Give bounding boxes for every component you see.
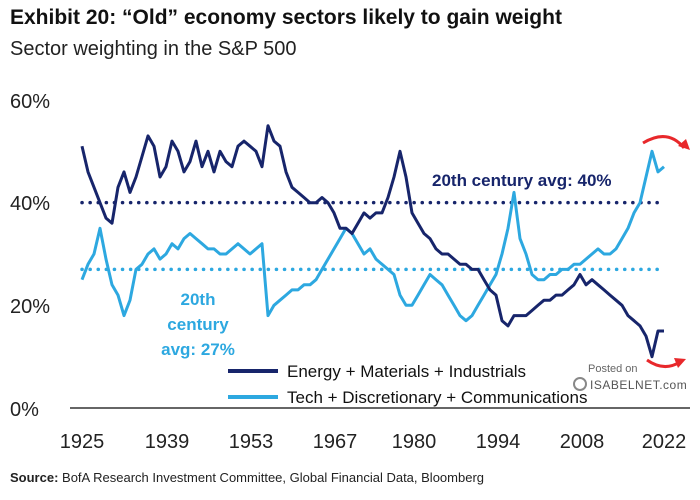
- arrowhead-down-icon: [674, 358, 686, 368]
- annotation-avg-27-line3: avg: 27%: [161, 340, 235, 359]
- chart-subtitle: Sector weighting in the S&P 500: [10, 38, 297, 60]
- annotation-avg-27-line1: 20th: [181, 290, 216, 309]
- y-tick-label: 40%: [10, 193, 50, 215]
- watermark-logo-icon: [573, 377, 587, 391]
- annotation-avg-40: 20th century avg: 40%: [432, 171, 612, 190]
- source-label: Source:: [10, 470, 59, 485]
- x-tick-label: 2008: [560, 431, 605, 453]
- watermark-site: ISABELNET.com: [590, 378, 687, 392]
- x-tick-label: 1980: [392, 431, 437, 453]
- arrow-up-icon: [642, 135, 686, 149]
- x-tick-label: 1939: [145, 431, 190, 453]
- legend: Energy + Materials + Industrials Tech + …: [228, 362, 587, 407]
- series-line-tech: [80, 149, 665, 323]
- y-tick-label: 60%: [10, 91, 50, 113]
- legend-label-energy: Energy + Materials + Industrials: [287, 362, 526, 381]
- watermark-posted-on: Posted on: [588, 363, 638, 375]
- legend-label-tech: Tech + Discretionary + Communications: [287, 388, 587, 407]
- arrow-down-icon: [646, 358, 681, 368]
- x-tick-label: 1967: [313, 431, 358, 453]
- x-tick-label: 1925: [60, 431, 105, 453]
- source-note: Source: BofA Research Investment Committ…: [10, 470, 484, 485]
- y-tick-label: 20%: [10, 296, 50, 318]
- x-tick-label: 2022: [642, 431, 687, 453]
- x-tick-label: 1953: [229, 431, 274, 453]
- annotation-avg-27-line2: century: [167, 315, 229, 334]
- y-tick-label: 0%: [10, 399, 39, 421]
- arrowhead-up-icon: [678, 139, 690, 150]
- source-text: BofA Research Investment Committee, Glob…: [62, 470, 485, 485]
- x-tick-label: 1994: [476, 431, 521, 453]
- series-line-energy: [80, 124, 664, 359]
- chart-title: Exhibit 20: “Old” economy sectors likely…: [10, 6, 562, 29]
